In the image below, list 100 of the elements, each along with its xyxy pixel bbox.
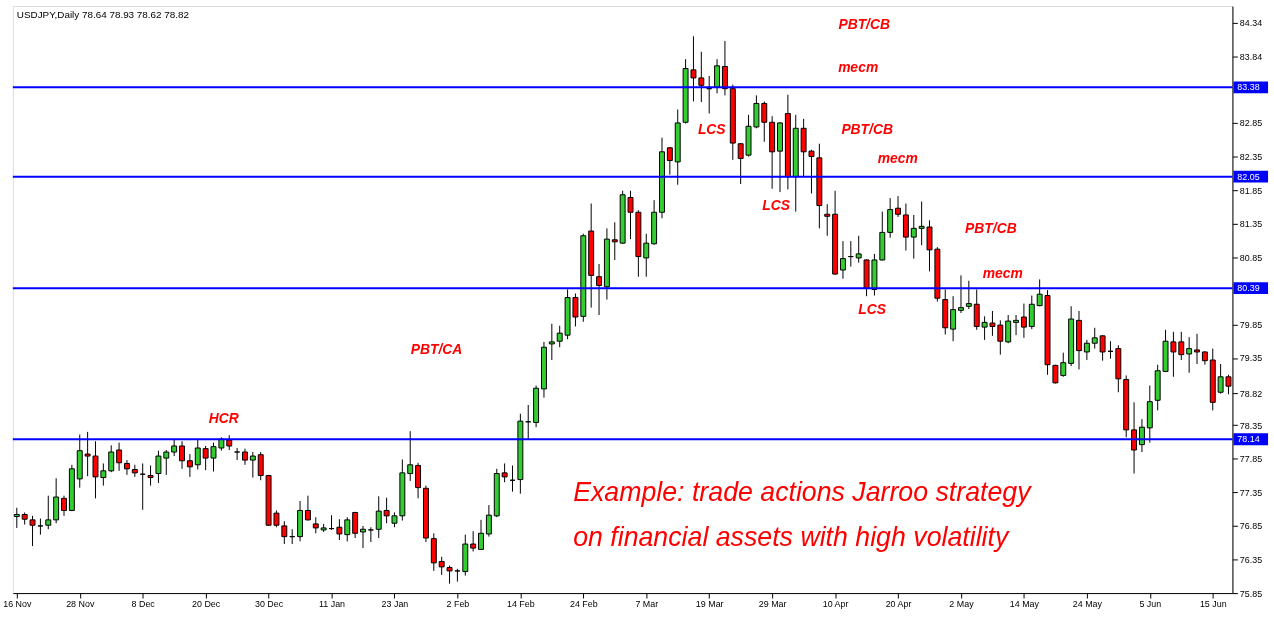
candlestick — [611, 221, 618, 261]
x-tick-label: 14 May — [1009, 599, 1040, 610]
candlestick — [470, 530, 477, 552]
annotation: on financial assets with high volatility — [573, 521, 1010, 552]
y-tick-label: 84.34 — [1239, 18, 1263, 29]
candlestick — [147, 464, 154, 487]
candlestick — [1005, 314, 1012, 344]
candlestick — [1194, 333, 1200, 365]
ref-line-label: 80.39 — [1237, 283, 1260, 294]
candlestick — [194, 438, 201, 470]
candlestick — [116, 442, 123, 472]
candlestick — [596, 263, 603, 316]
candlestick — [45, 495, 52, 530]
candlestick — [485, 504, 492, 538]
y-tick-label: 78.82 — [1239, 389, 1263, 400]
x-tick-label: 23 Jan — [381, 599, 409, 610]
candlestick — [407, 430, 414, 482]
candlestick — [367, 526, 374, 543]
ref-line-label: 82.05 — [1237, 171, 1260, 182]
y-tick-label: 76.35 — [1239, 554, 1263, 565]
x-tick-label: 28 Nov — [66, 599, 95, 610]
x-tick-label: 30 Dec — [254, 599, 284, 610]
x-tick-label: 20 Apr — [885, 599, 912, 610]
candlestick — [304, 495, 311, 522]
x-tick-label: 20 Dec — [192, 599, 221, 610]
candlestick — [714, 58, 721, 94]
candlestick — [1028, 295, 1035, 330]
annotation: PBT/CB — [965, 219, 1017, 236]
ref-line-label: 83.38 — [1237, 82, 1260, 93]
annotation: LCS — [762, 196, 791, 213]
candlestick — [839, 240, 846, 280]
y-tick-label: 77.85 — [1239, 454, 1263, 465]
candlestick — [887, 197, 894, 239]
x-tick-label: 24 Feb — [569, 599, 598, 610]
y-tick-label: 77.35 — [1239, 487, 1263, 498]
candlestick — [950, 295, 957, 342]
y-tick-label: 79.35 — [1239, 353, 1263, 364]
candlestick — [824, 203, 831, 237]
candlestick — [53, 477, 60, 524]
candlestick — [108, 444, 115, 473]
y-tick-label: 76.85 — [1239, 521, 1263, 532]
annotation: LCS — [858, 300, 887, 317]
candlestick — [1020, 303, 1027, 339]
x-tick-label: 29 Mar — [758, 599, 787, 610]
candlestick — [186, 453, 193, 478]
candlestick — [352, 511, 359, 539]
candlestick — [902, 203, 909, 252]
x-tick-label: 8 Dec — [131, 599, 156, 610]
chart-title: USDJPY,Daily 78.64 78.93 78.62 78.82 — [16, 8, 190, 20]
x-tick-label: 19 Mar — [695, 599, 724, 610]
candlestick — [234, 447, 241, 461]
y-tick-label: 80.85 — [1239, 252, 1263, 263]
candlestick — [1013, 314, 1020, 336]
x-tick-label: 2 May — [949, 599, 975, 610]
candlestick — [1131, 401, 1138, 475]
x-tick-label: 7 Mar — [635, 599, 659, 610]
y-tick-label: 79.85 — [1239, 319, 1263, 330]
candlestick — [965, 280, 972, 310]
candlestick — [958, 274, 964, 314]
candlestick — [249, 451, 256, 479]
y-tick-label: 82.35 — [1239, 151, 1263, 162]
annotation: PBT/CA — [410, 340, 463, 357]
annotation: тест — [838, 59, 879, 76]
candlestick — [548, 323, 555, 361]
annotation: HCR — [208, 409, 239, 426]
annotation: PBT/CB — [838, 15, 890, 32]
x-tick-label: 5 Jun — [1139, 599, 1162, 610]
candlestick — [721, 40, 728, 96]
candlestick — [666, 146, 673, 176]
y-tick-label: 78.35 — [1239, 420, 1263, 431]
candlestick — [123, 459, 130, 476]
x-tick-label: 16 Nov — [3, 599, 32, 610]
candlestick — [13, 507, 20, 529]
candlestick — [360, 525, 366, 549]
x-tick-label: 15 Jun — [1199, 599, 1227, 610]
candlestick — [179, 440, 186, 470]
y-tick-label: 81.85 — [1239, 185, 1263, 196]
annotation: LCS — [697, 120, 727, 137]
candlestick — [1083, 339, 1090, 361]
candlestick — [478, 519, 484, 551]
x-tick-label: 10 Apr — [822, 599, 849, 610]
x-tick-label: 11 Jan — [319, 599, 346, 610]
ref-line-label: 78.14 — [1237, 434, 1260, 445]
annotation: тест — [877, 150, 918, 167]
annotation: тест — [982, 265, 1023, 282]
candlestick — [855, 235, 862, 264]
candlestick — [1186, 336, 1193, 374]
y-tick-label: 75.85 — [1239, 588, 1263, 599]
candlestick — [895, 195, 901, 218]
y-tick-label: 81.35 — [1239, 219, 1263, 230]
candlestick — [61, 495, 67, 517]
x-tick-label: 14 Feb — [507, 599, 535, 610]
x-tick-label: 2 Feb — [446, 599, 470, 610]
x-tick-label: 24 May — [1072, 599, 1103, 610]
y-tick-label: 82.85 — [1239, 118, 1263, 129]
candlestick — [910, 214, 917, 260]
y-tick-label: 83.84 — [1239, 51, 1263, 62]
annotation: PBT/CB — [841, 120, 893, 137]
candlestick — [501, 462, 508, 483]
annotation: Example: trade actions Jarroo strategy — [573, 477, 1033, 508]
